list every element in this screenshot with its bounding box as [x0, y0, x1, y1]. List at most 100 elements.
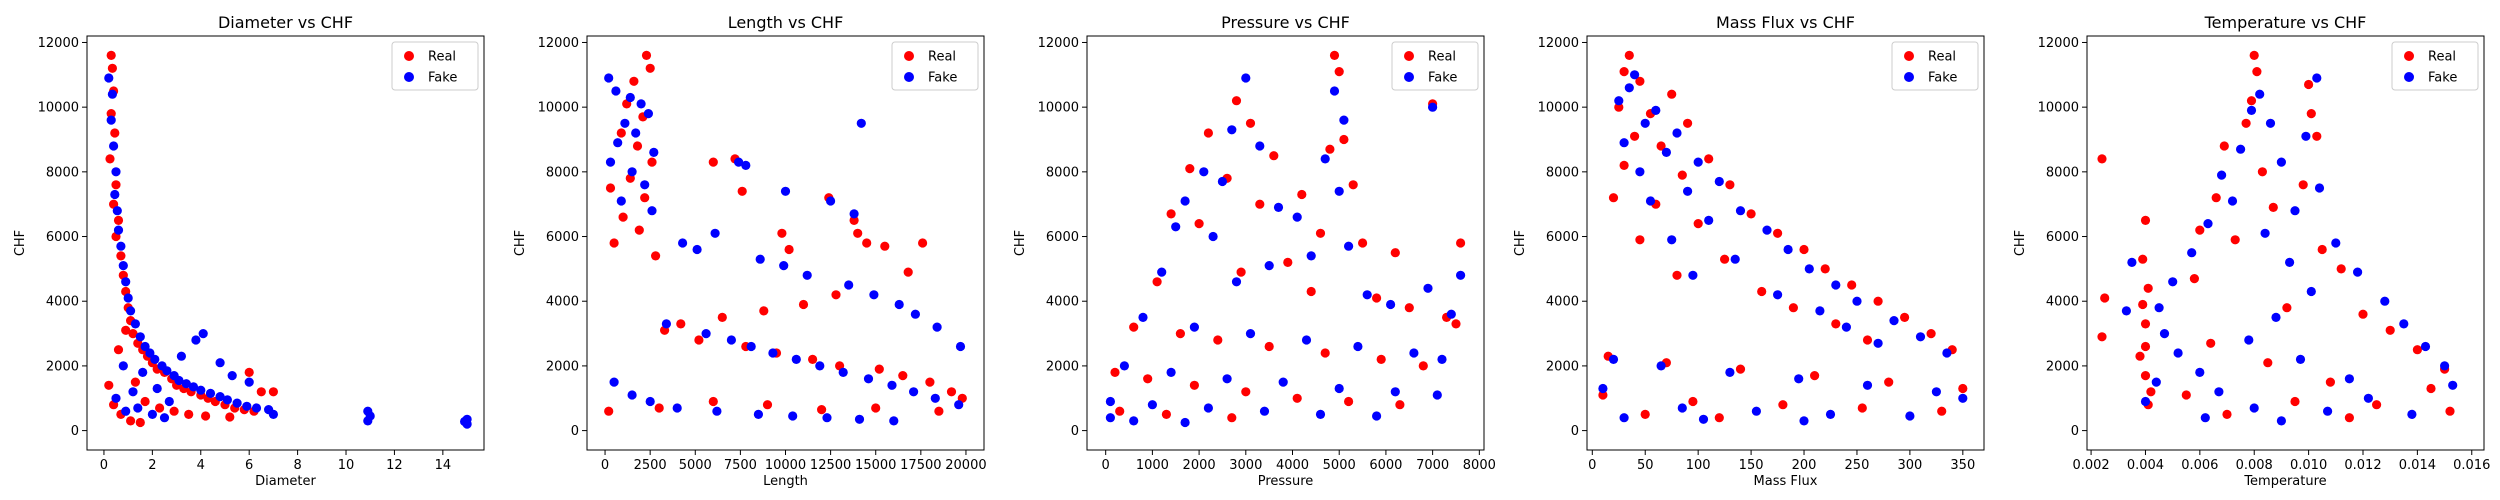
data-point-fake — [2276, 416, 2286, 426]
data-point-fake — [2380, 296, 2390, 306]
legend-label-fake: Fake — [1428, 71, 1457, 86]
x-tick-label: 1000 — [1136, 458, 1169, 473]
data-point-fake — [894, 299, 904, 310]
data-point-real — [654, 403, 664, 413]
data-point-fake — [2323, 406, 2333, 416]
data-point-fake — [1180, 417, 1190, 428]
data-point-real — [2290, 396, 2300, 407]
data-point-real — [1900, 312, 1910, 322]
data-point-fake — [2214, 387, 2224, 397]
data-point-real — [1693, 219, 1703, 229]
data-point-real — [645, 63, 655, 73]
data-point-real — [2140, 371, 2151, 381]
data-point-fake — [647, 206, 657, 216]
data-point-fake — [616, 196, 626, 206]
x-tick-label: 0.014 — [2399, 458, 2436, 473]
data-point-fake — [1608, 354, 1619, 364]
data-point-fake — [1180, 196, 1190, 206]
data-point-real — [2249, 50, 2259, 61]
data-point-real — [126, 416, 136, 426]
x-axis-label: Pressure — [1258, 474, 1314, 489]
data-point-fake — [159, 413, 170, 423]
data-point-real — [1714, 413, 1724, 423]
legend-marker-real — [2404, 51, 2414, 61]
y-tick-label: 6000 — [1046, 230, 1079, 245]
data-point-real — [106, 50, 116, 61]
data-point-fake — [1208, 231, 1218, 242]
data-point-fake — [932, 322, 942, 332]
data-point-fake — [627, 390, 637, 400]
data-point-fake — [1698, 414, 1709, 424]
y-tick-label: 2000 — [1046, 359, 1079, 374]
data-point-fake — [1423, 283, 1433, 293]
data-point-real — [2140, 319, 2151, 329]
data-point-fake — [2187, 248, 2197, 258]
legend-marker-fake — [1404, 72, 1414, 82]
data-point-fake — [107, 89, 117, 99]
data-point-real — [2195, 225, 2205, 235]
data-point-fake — [104, 73, 114, 83]
y-tick-label: 2000 — [1546, 359, 1579, 374]
data-point-fake — [133, 403, 143, 413]
x-tick-label: 7000 — [1416, 458, 1449, 473]
data-point-fake — [2344, 374, 2354, 384]
data-point-fake — [1645, 196, 1656, 206]
data-point-fake — [788, 411, 798, 421]
data-point-real — [1926, 329, 1936, 339]
data-point-fake — [145, 348, 155, 358]
data-point-fake — [631, 128, 641, 138]
data-point-fake — [854, 414, 865, 424]
data-point-real — [1264, 341, 1274, 352]
y-tick-label: 10000 — [1538, 101, 1579, 116]
data-point-fake — [909, 387, 919, 397]
data-point-fake — [710, 228, 720, 238]
legend: Real Fake — [391, 41, 479, 91]
data-point-real — [1862, 335, 1873, 345]
data-point-fake — [627, 167, 637, 177]
data-point-fake — [1353, 341, 1363, 352]
data-point-fake — [112, 206, 122, 216]
x-tick-label: 20000 — [945, 458, 986, 473]
data-point-real — [708, 157, 718, 167]
data-point-real — [2189, 274, 2199, 284]
data-point-fake — [643, 109, 654, 119]
data-point-fake — [1958, 393, 1968, 403]
y-tick-label: 10000 — [1038, 101, 1079, 116]
data-point-fake — [645, 396, 655, 407]
chart-title: Pressure vs CHF — [1221, 13, 1350, 32]
data-point-real — [1704, 154, 1714, 164]
data-point-fake — [753, 409, 764, 419]
data-point-fake — [1672, 128, 1682, 138]
data-point-real — [105, 154, 115, 164]
data-point-real — [1143, 374, 1153, 384]
x-tick-label: 0.002 — [2072, 458, 2109, 473]
y-tick-label: 2000 — [2046, 359, 2079, 374]
data-point-fake — [109, 141, 119, 151]
data-point-real — [1227, 413, 1237, 423]
data-point-real — [1236, 267, 1246, 277]
data-point-fake — [768, 348, 778, 358]
data-point-real — [1788, 303, 1798, 313]
data-point-real — [862, 238, 872, 248]
data-point-fake — [2127, 257, 2137, 267]
series-fake — [2121, 73, 2458, 426]
scatter-panel-4: 0 50 100 150 200 250 300 350 0 2000 4000 6000 8000 10… — [1513, 13, 1985, 489]
data-point-real — [1245, 118, 1256, 128]
y-tick-label: 4000 — [1546, 295, 1579, 310]
y-axis-label: CHF — [513, 230, 528, 256]
x-tick-label: 2000 — [1183, 458, 1216, 473]
y-tick-label: 10000 — [538, 101, 579, 116]
data-point-fake — [126, 306, 136, 316]
data-point-real — [641, 50, 652, 61]
x-tick-label: 2500 — [634, 458, 667, 473]
y-tick-label: 6000 — [46, 230, 79, 245]
data-point-fake — [174, 375, 184, 386]
data-point-real — [1129, 322, 1139, 332]
data-point-real — [1598, 390, 1608, 400]
x-tick-label: 12 — [386, 458, 403, 473]
data-point-fake — [1334, 186, 1344, 196]
data-point-real — [1799, 244, 1809, 255]
x-tick-label: 15000 — [855, 458, 896, 473]
data-point-real — [1688, 396, 1698, 407]
data-point-real — [1619, 160, 1629, 170]
